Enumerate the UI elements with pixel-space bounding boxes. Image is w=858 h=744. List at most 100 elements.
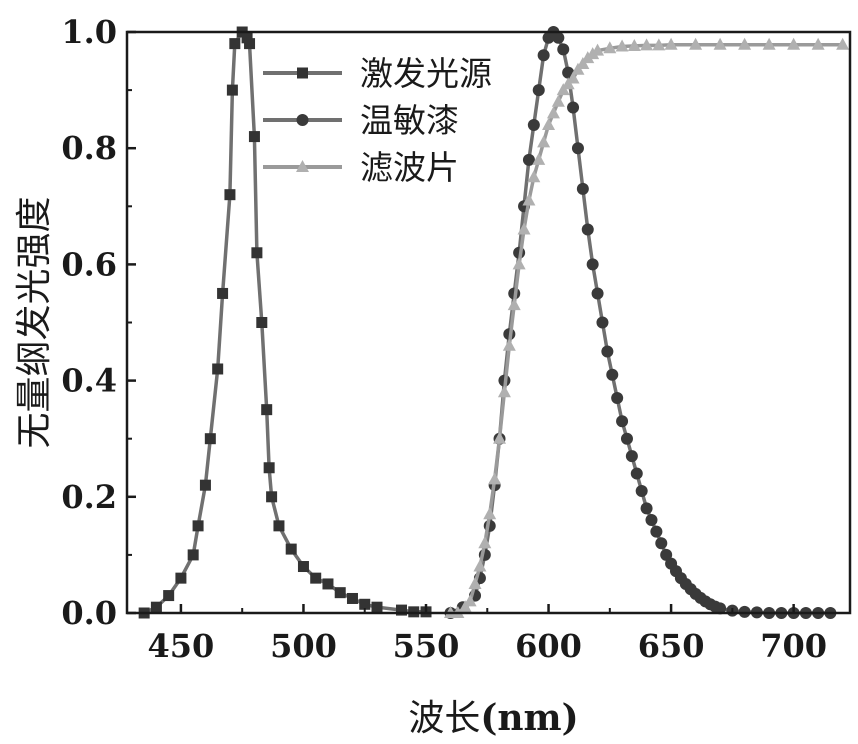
data-point <box>660 548 673 561</box>
data-point <box>273 520 285 532</box>
data-point <box>606 368 619 381</box>
data-point <box>620 432 633 445</box>
data-point <box>537 135 551 148</box>
data-point <box>468 576 482 589</box>
y-tick-label: 0.8 <box>61 129 117 167</box>
y-axis-title: 无量纲发光强度 <box>14 196 55 448</box>
y-tick-label: 0.2 <box>61 478 117 516</box>
legend-marker <box>296 114 309 126</box>
data-point <box>163 590 175 602</box>
data-point <box>229 38 241 50</box>
data-point <box>532 152 546 165</box>
x-tick-label: 650 <box>638 627 705 665</box>
data-point <box>507 298 521 311</box>
y-axis: 0.0 0.2 0.4 0.6 0.8 1.0 <box>61 13 136 632</box>
data-point <box>601 345 614 358</box>
legend-marker <box>297 67 308 79</box>
y-tick-label: 0.4 <box>61 362 117 400</box>
data-point <box>630 467 643 480</box>
legend-item: 滤波片 <box>263 148 459 187</box>
data-point <box>522 153 535 166</box>
legend-label: 滤波片 <box>360 148 459 187</box>
data-point <box>714 602 727 615</box>
data-point <box>635 484 648 497</box>
data-point <box>625 450 638 463</box>
series-circle <box>444 26 837 619</box>
x-axis-title: 波长(nm) <box>408 697 578 739</box>
data-point <box>359 598 371 610</box>
data-point <box>493 431 507 444</box>
data-point <box>762 37 776 50</box>
data-point <box>248 131 260 143</box>
data-point <box>478 536 492 549</box>
data-point <box>256 317 268 328</box>
data-point <box>640 502 653 515</box>
data-point <box>567 101 580 114</box>
data-point <box>616 415 629 428</box>
x-axis: 450 500 550 600 650 700 <box>148 604 827 665</box>
x-tick-label: 700 <box>760 627 827 665</box>
data-point <box>640 38 654 51</box>
data-point <box>263 462 275 474</box>
data-point <box>346 592 358 604</box>
data-point <box>591 287 604 300</box>
data-point <box>611 392 624 405</box>
data-point <box>199 479 211 491</box>
data-point <box>552 31 565 44</box>
data-point <box>527 118 540 131</box>
x-tick-label: 550 <box>393 627 460 665</box>
data-point <box>512 257 526 270</box>
data-point <box>738 37 752 50</box>
data-point <box>488 472 502 485</box>
y-tick-label: 0.0 <box>61 594 117 632</box>
data-point <box>244 38 256 50</box>
data-point <box>473 559 487 572</box>
data-point <box>655 537 668 550</box>
data-point <box>322 578 334 590</box>
plot-area <box>138 26 850 619</box>
data-point <box>187 549 199 561</box>
legend-label: 温敏漆 <box>360 101 459 140</box>
data-point <box>497 385 511 398</box>
data-point <box>395 604 407 616</box>
legend-marker <box>296 160 309 172</box>
data-point <box>689 37 703 50</box>
data-point <box>483 507 497 520</box>
data-point <box>836 37 850 50</box>
data-point <box>627 38 641 51</box>
data-point <box>581 223 594 236</box>
series-triangle <box>444 37 850 618</box>
y-tick-label: 1.0 <box>61 13 117 51</box>
data-point <box>537 49 550 62</box>
data-point <box>603 41 617 54</box>
data-point <box>502 338 516 351</box>
series-line <box>143 30 426 615</box>
data-point <box>224 189 236 201</box>
data-point <box>811 37 825 50</box>
data-point <box>310 572 322 584</box>
data-point <box>571 142 584 155</box>
data-point <box>527 170 541 183</box>
data-point <box>532 84 545 97</box>
data-point <box>371 601 383 613</box>
data-point <box>463 594 477 607</box>
data-point <box>226 84 238 96</box>
x-tick-label: 450 <box>148 627 215 665</box>
y-tick-label: 0.6 <box>61 245 117 283</box>
data-point <box>517 222 531 235</box>
data-point <box>204 433 216 445</box>
data-point <box>645 514 658 527</box>
data-point <box>192 520 204 532</box>
data-point <box>150 601 162 613</box>
data-point <box>546 106 560 119</box>
data-point <box>175 572 187 584</box>
data-point <box>297 561 309 573</box>
x-tick-label: 500 <box>270 627 337 665</box>
x-tick-label: 600 <box>515 627 582 665</box>
data-point <box>787 37 801 50</box>
data-point <box>596 316 609 329</box>
legend-item: 激发光源 <box>263 54 492 93</box>
data-point <box>652 38 666 51</box>
series-square <box>138 26 432 619</box>
